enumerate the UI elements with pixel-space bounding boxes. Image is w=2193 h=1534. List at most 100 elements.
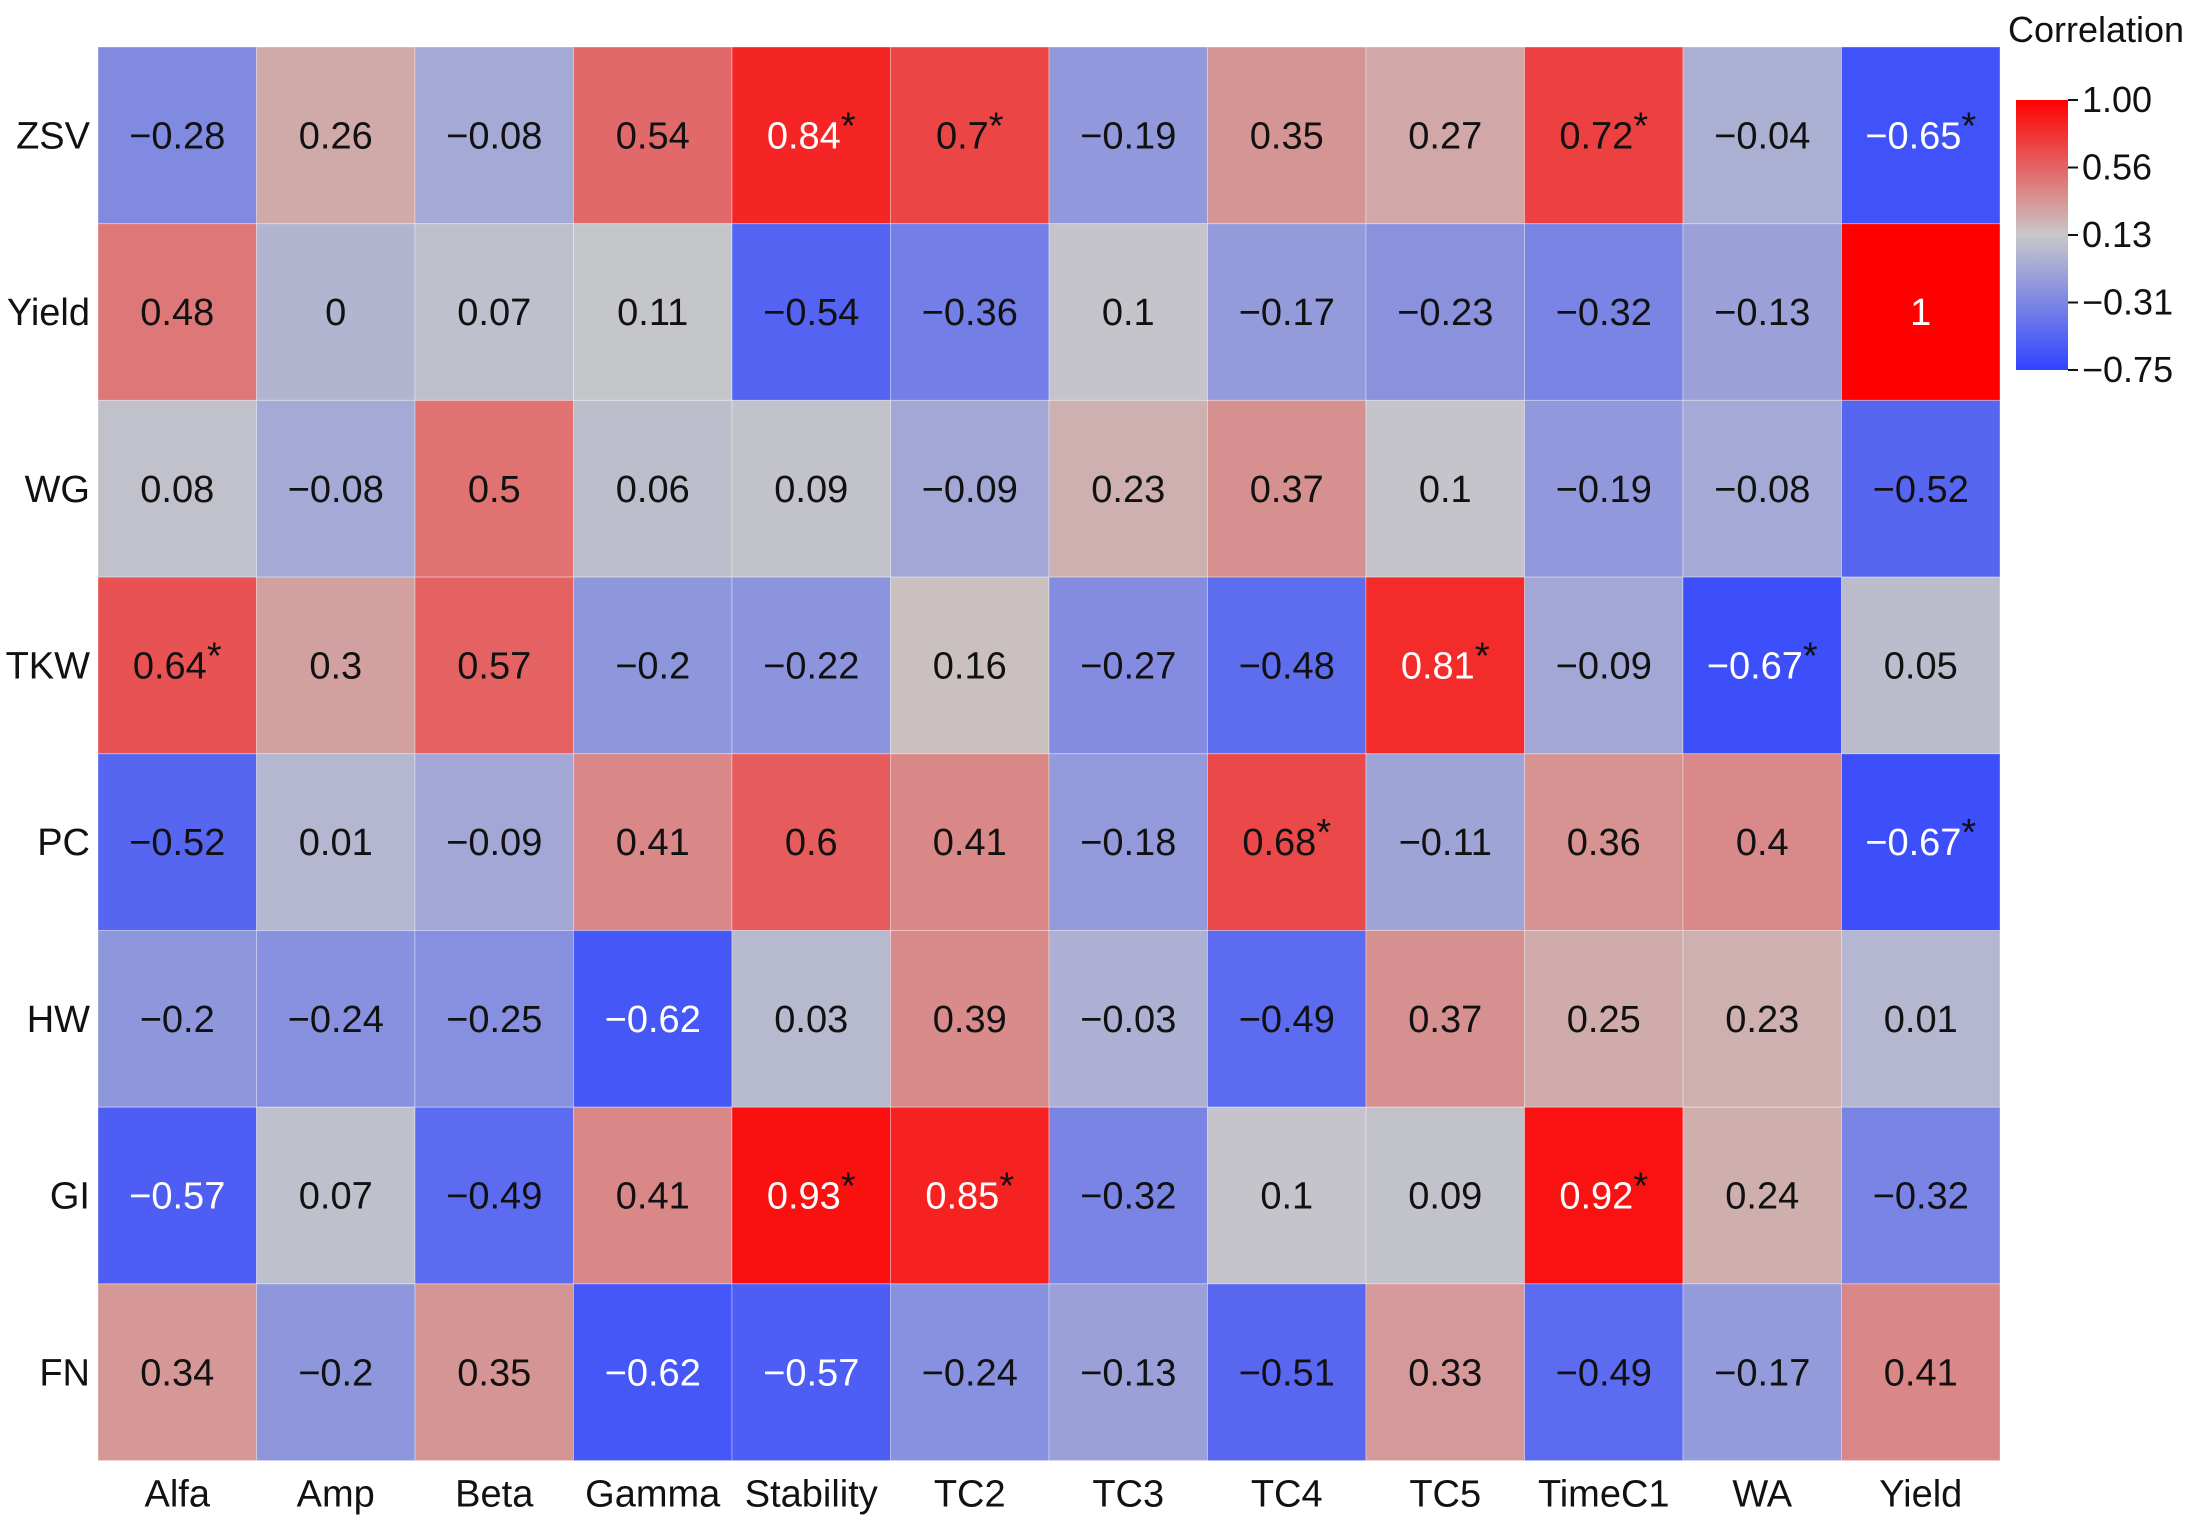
heatmap-cell-label: −0.17 — [1239, 292, 1335, 334]
heatmap-cell — [414, 399, 574, 578]
heatmap-cell-label: 0.54 — [616, 115, 690, 157]
row-axis-labels: ZSV Yield WG TKW PC HW GI FN — [6, 115, 91, 1394]
heatmap-cell-label: 0.37 — [1408, 999, 1482, 1041]
heatmap-cell — [890, 1106, 1050, 1285]
heatmap-cell-label: 0.25 — [1567, 999, 1641, 1041]
heatmap-cell — [573, 930, 733, 1108]
row-label: PC — [37, 822, 90, 864]
heatmap-cell — [1207, 1283, 1367, 1462]
heatmap-cell-label: −0.18 — [1080, 822, 1176, 864]
heatmap-cell-label: 0.07 — [299, 1176, 373, 1218]
heatmap-cell — [1048, 576, 1208, 755]
heatmap-cell-label: −0.09 — [446, 822, 542, 864]
heatmap-cell — [1524, 399, 1684, 578]
column-label: TimeC1 — [1538, 1474, 1670, 1516]
heatmap-cell-label: −0.28 — [129, 115, 225, 157]
heatmap-cell — [731, 399, 891, 578]
heatmap-cell-label: −0.09 — [922, 469, 1018, 511]
heatmap-cell — [731, 223, 891, 401]
heatmap-cell-label: 0.35 — [1250, 115, 1324, 157]
heatmap-cell — [573, 46, 733, 225]
heatmap-cell — [1682, 753, 1842, 931]
row-label: GI — [50, 1176, 90, 1218]
heatmap-cell-label: 0.26 — [299, 115, 373, 157]
heatmap-cell-label: −0.17 — [1714, 1352, 1810, 1394]
significance-marker: * — [1475, 635, 1490, 677]
significance-marker: * — [1961, 812, 1976, 854]
heatmap-cell — [731, 753, 891, 931]
heatmap-cell — [1365, 753, 1525, 931]
heatmap-cell — [414, 1283, 574, 1462]
heatmap-cell-label: −0.52 — [129, 822, 225, 864]
heatmap-cell-label: 0 — [325, 292, 346, 334]
heatmap-cell-label: 0.03 — [774, 999, 848, 1041]
heatmap-cell-label: −0.03 — [1080, 999, 1176, 1041]
heatmap-cell — [256, 399, 416, 578]
heatmap-cell — [890, 930, 1050, 1108]
legend-tick-label: 1.00 — [2082, 79, 2152, 120]
heatmap-cell — [97, 753, 257, 931]
heatmap-cell — [1048, 223, 1208, 401]
row-label: ZSV — [16, 115, 91, 157]
heatmap-cell-label: 0.35 — [457, 1352, 531, 1394]
heatmap-cell-label: −0.52 — [1873, 469, 1969, 511]
heatmap-cell-label: −0.13 — [1080, 1352, 1176, 1394]
heatmap-cell-label: 0.1 — [1102, 292, 1155, 334]
column-label: WA — [1732, 1474, 1792, 1516]
heatmap-cell-label: −0.32 — [1873, 1176, 1969, 1218]
heatmap-cell-label: 0.11 — [617, 292, 688, 334]
heatmap-cell-label: −0.57 — [129, 1176, 225, 1218]
heatmap-cell-label: −0.24 — [288, 999, 384, 1041]
heatmap-cell-label: −0.08 — [1714, 469, 1810, 511]
heatmap-cell — [731, 1106, 891, 1285]
column-label: Gamma — [585, 1474, 721, 1516]
heatmap-cell — [1841, 46, 2001, 225]
heatmap-cell-label: −0.32 — [1080, 1176, 1176, 1218]
heatmap-cell-label: 0.1 — [1260, 1176, 1313, 1218]
heatmap-cell — [1841, 1106, 2001, 1285]
heatmap-cell-label: −0.49 — [446, 1176, 542, 1218]
heatmap-cell-label: 0.1 — [1419, 469, 1472, 511]
heatmap-cell — [97, 1106, 257, 1285]
row-label: FN — [39, 1352, 90, 1394]
heatmap-cell — [890, 223, 1050, 401]
heatmap-cell — [1207, 1106, 1367, 1285]
heatmap-cell — [1048, 46, 1208, 225]
heatmap-cell — [414, 1106, 574, 1285]
heatmap-cell-label: −0.2 — [615, 645, 690, 687]
heatmap-cell-label: −0.2 — [140, 999, 215, 1041]
legend-tick-label: 0.13 — [2082, 214, 2152, 255]
legend-tick-label: −0.31 — [2082, 282, 2173, 323]
heatmap-cell — [890, 753, 1050, 931]
legend-title: Correlation — [2008, 9, 2184, 50]
heatmap-cell-label: −0.08 — [446, 115, 542, 157]
heatmap-cell-label: 0.37 — [1250, 469, 1324, 511]
heatmap-cell-label: 0.16 — [933, 645, 1007, 687]
heatmap-cell-label: −0.49 — [1239, 999, 1335, 1041]
heatmap-cell-labels: −0.28 0.26 −0.08 0.54 0.84* 0.7* −0.19 0.35 0.27… — [129, 105, 1976, 1394]
heatmap-cell-label: 0.09 — [1408, 1176, 1482, 1218]
heatmap-cell — [256, 223, 416, 401]
heatmap-cell-label: −0.32 — [1556, 292, 1652, 334]
heatmap-cell-label: 0.01 — [1884, 999, 1958, 1041]
heatmap-cell-label: 0.57 — [457, 645, 531, 687]
heatmap-cell — [1841, 1283, 2001, 1462]
heatmap-cells — [97, 46, 2001, 1462]
heatmap-cell-label: 0.3 — [309, 645, 362, 687]
heatmap-cell — [1365, 1283, 1525, 1462]
heatmap-cell-label: 0.23 — [1091, 469, 1165, 511]
heatmap-cell-label: 0.39 — [933, 999, 1007, 1041]
heatmap-cell-label: −0.51 — [1239, 1352, 1335, 1394]
heatmap-cell-label: 0.5 — [468, 469, 521, 511]
significance-marker: * — [999, 1166, 1014, 1208]
heatmap-cell-label: 0.41 — [616, 1176, 690, 1218]
column-label: TC2 — [934, 1474, 1006, 1516]
heatmap-cell — [414, 753, 574, 931]
heatmap-cell-label: −0.25 — [446, 999, 542, 1041]
heatmap-cell — [1682, 930, 1842, 1108]
heatmap-cell-label: 0.41 — [616, 822, 690, 864]
heatmap-cell — [1841, 399, 2001, 578]
heatmap-cell — [1841, 576, 2001, 755]
column-label: Amp — [297, 1474, 375, 1516]
